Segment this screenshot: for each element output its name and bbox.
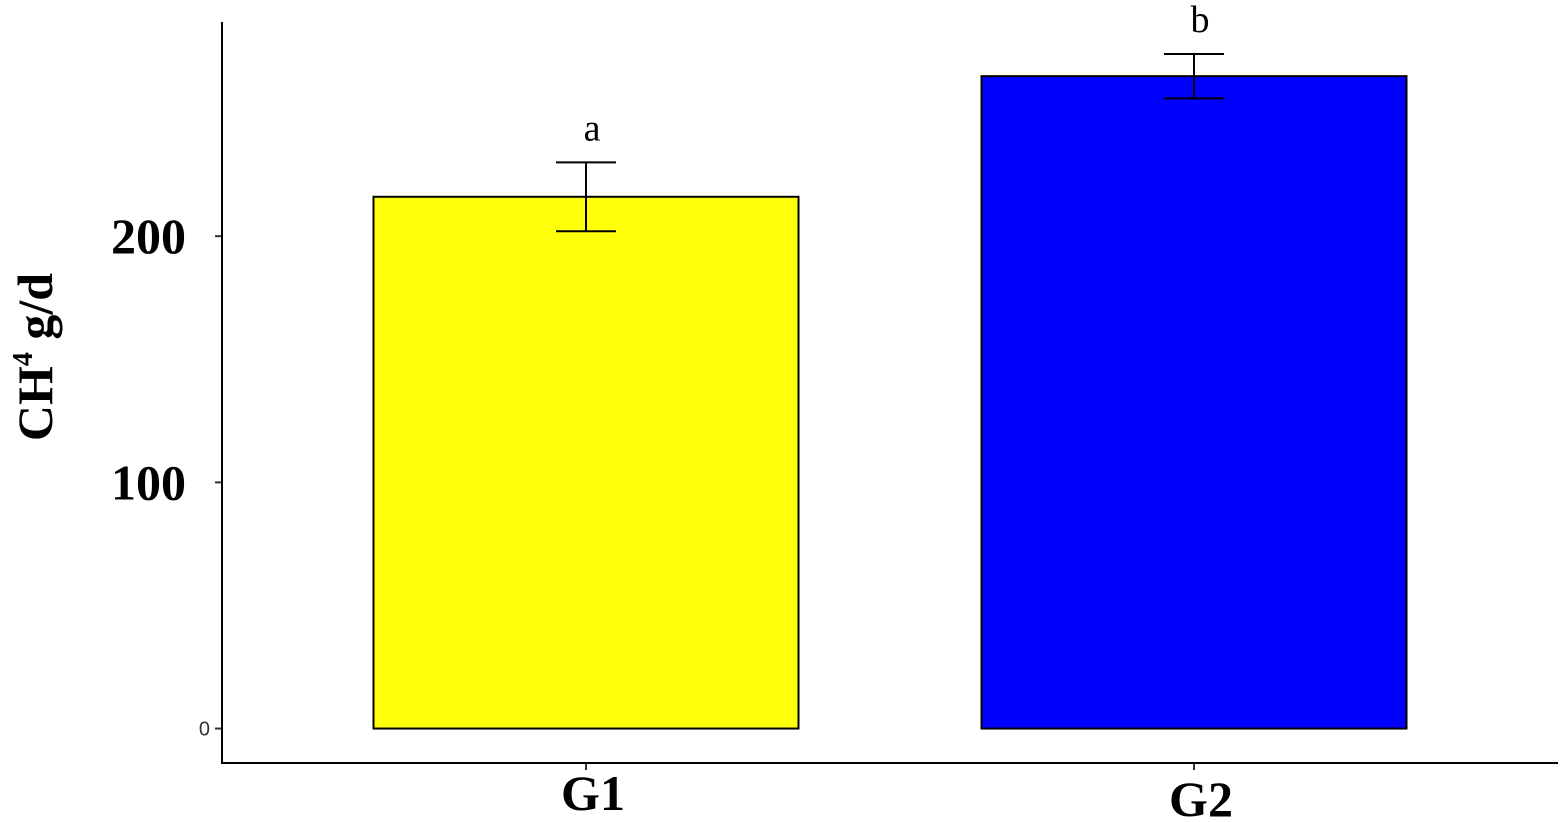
x-tick-label: G1	[561, 765, 625, 821]
bar-g1	[372, 195, 800, 730]
significance-letter: a	[584, 107, 601, 149]
error-bars	[556, 53, 1224, 233]
significance-letters: ab	[584, 0, 1210, 149]
y-tick-label: 0	[199, 719, 210, 741]
y-tick-label: 200	[111, 208, 186, 264]
significance-letter: b	[1191, 0, 1210, 41]
y-tick-label: 100	[111, 454, 186, 510]
x-tick-label: G2	[1169, 771, 1233, 822]
bars	[372, 75, 1408, 730]
x-axis-ticks: G1 G2	[561, 763, 1233, 822]
bar-g2	[980, 75, 1408, 730]
y-axis-label: CH4 g/d	[7, 273, 63, 441]
y-axis-ticks: 0 100 200	[111, 208, 222, 741]
